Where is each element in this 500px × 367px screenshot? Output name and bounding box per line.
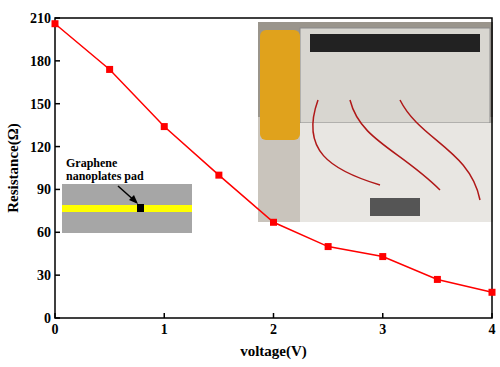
y-tick [55,146,60,148]
y-tick-label: 210 [30,11,51,26]
y-tick [55,189,60,191]
y-tick-label: 180 [30,54,51,69]
annotation: Graphenenanoplates pad [66,156,144,183]
pad [137,204,144,212]
substrate [62,184,192,233]
arrow-head [129,195,138,204]
x-tick-label: 0 [52,322,59,337]
annotation-line: Graphene [66,156,118,170]
marker [325,243,332,250]
wires [313,100,480,200]
marker [270,219,277,226]
marker [161,123,168,130]
x-tick-label: 2 [270,322,277,337]
table [300,123,493,222]
photo-bg [258,22,493,222]
series-line [55,24,492,293]
y-tick-label: 150 [30,97,51,112]
y-tick [55,274,60,276]
y-tick-label: 0 [44,311,51,326]
x-tick [164,313,166,318]
sample [370,198,420,216]
annotation-line: nanoplates pad [66,169,144,183]
y-tick-label: 60 [37,225,51,240]
x-tick [273,313,275,318]
y-tick-label: 90 [37,182,51,197]
x-tick [54,313,56,318]
x-axis-label: voltage(V) [240,343,307,360]
x-tick-label: 1 [161,322,168,337]
y-tick-label: 120 [30,140,51,155]
y-tick-label: 30 [37,268,51,283]
electrode-stripe [62,205,192,212]
schematic-inset [62,184,192,233]
marker [434,276,441,283]
marker [215,172,222,179]
marker [106,66,113,73]
chart: 0 30 60 90 120 150 180 210 0 1 2 3 4 voltage(V) Resist… [0,0,500,367]
power-supply [300,28,490,123]
multimeter [260,30,300,140]
x-tick [491,313,493,318]
plot-area [52,20,496,296]
x-tick-label: 3 [379,322,386,337]
plot-frame [55,18,492,318]
y-tick [55,17,60,19]
y-tick [55,103,60,105]
marker [489,289,496,296]
inset-photo [258,22,493,222]
x-tick [382,313,384,318]
display [310,34,480,52]
x-tick-label: 4 [489,322,496,337]
marker [379,253,386,260]
y-tick [55,232,60,234]
chart-root: 0 30 60 90 120 150 180 210 0 1 2 3 4 voltage(V) Resist… [0,0,500,367]
y-tick [55,60,60,62]
marker [52,20,59,27]
y-axis-label: Resistance(Ω) [5,123,22,213]
